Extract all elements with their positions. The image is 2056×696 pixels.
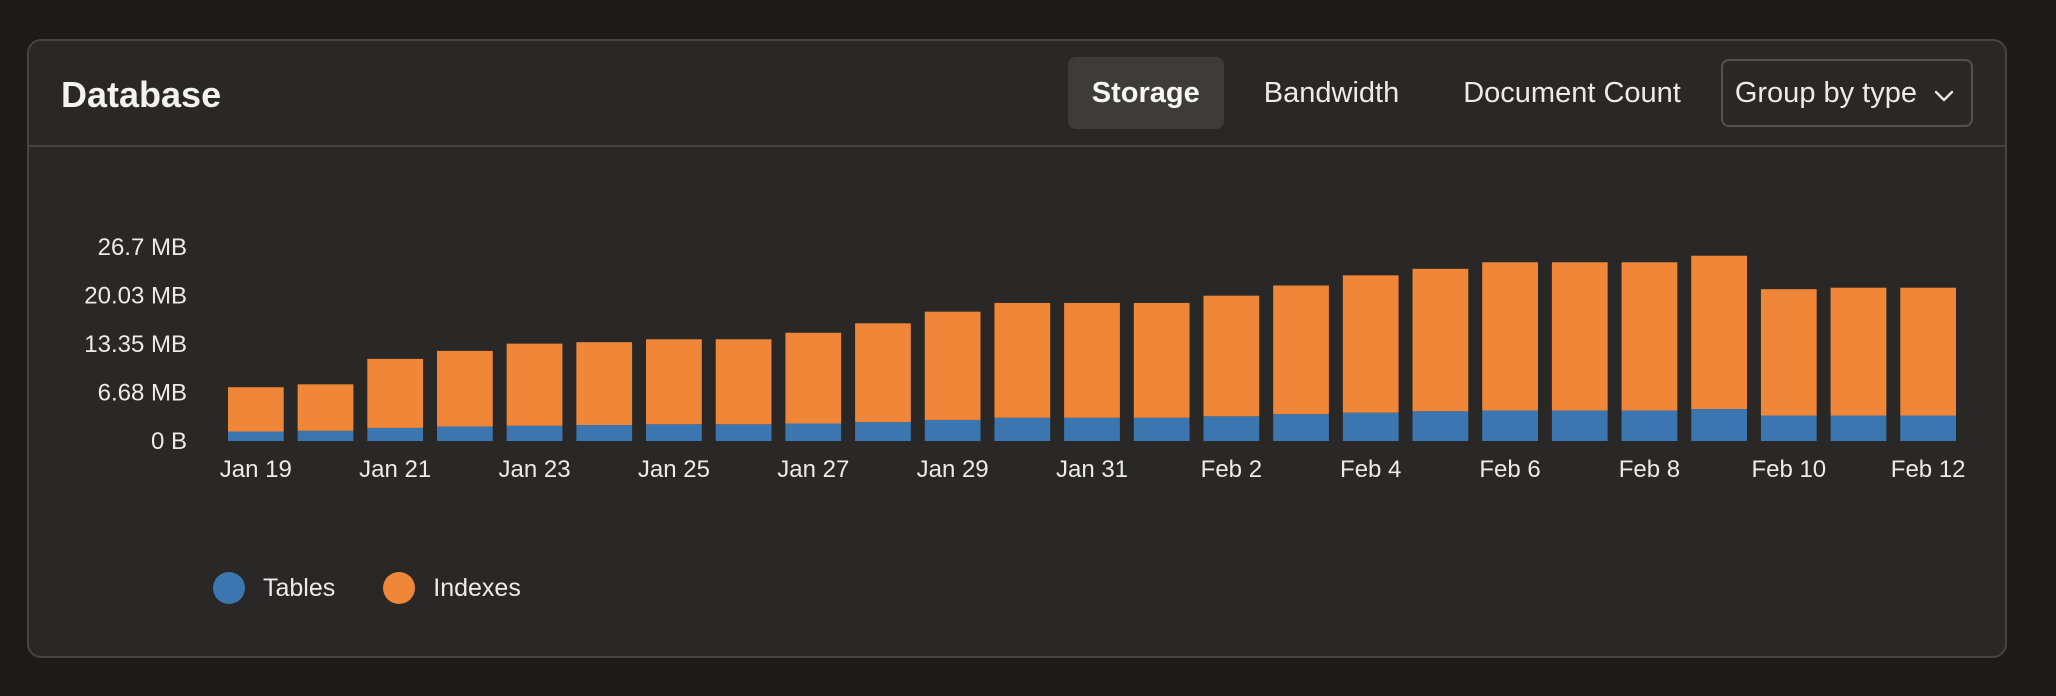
card-header: Database Storage Bandwidth Document Coun… <box>29 41 2005 147</box>
bar-tables <box>855 422 911 441</box>
legend-label: Tables <box>263 573 336 602</box>
bar-indexes <box>227 387 284 432</box>
legend-dot-indexes <box>383 572 416 604</box>
bar-tables <box>1482 410 1538 441</box>
bar-indexes <box>437 350 493 427</box>
x-tick-label: Jan 21 <box>359 456 431 483</box>
bar-indexes <box>506 343 563 426</box>
bar-indexes <box>1551 262 1608 411</box>
x-tick-label: Jan 29 <box>917 456 989 483</box>
bar-indexes <box>646 339 702 425</box>
legend-item-indexes[interactable]: Indexes <box>383 572 521 604</box>
chart-legend: Tables Indexes <box>213 572 569 604</box>
bar-indexes <box>1900 287 1957 416</box>
x-tick-label: Jan 19 <box>220 456 292 483</box>
y-tick-label: 20.03 MB <box>84 282 187 309</box>
bar-indexes <box>576 342 633 426</box>
page-title: Database <box>61 74 222 115</box>
bar-tables <box>1691 409 1747 441</box>
bar-indexes <box>1691 255 1747 410</box>
x-tick-label: Feb 10 <box>1751 456 1826 483</box>
bar-tables <box>1760 415 1817 441</box>
bar-tables <box>1551 410 1608 441</box>
bar-indexes <box>855 323 911 423</box>
bar-indexes <box>1342 275 1399 413</box>
bar-tables <box>715 424 772 441</box>
tab-bandwidth[interactable]: Bandwidth <box>1263 77 1400 109</box>
bar-indexes <box>1621 262 1678 411</box>
bar-indexes <box>1482 262 1538 411</box>
legend-dot-tables <box>213 572 245 604</box>
bar-tables <box>1342 412 1399 441</box>
y-tick-label: 13.35 MB <box>84 331 187 358</box>
group-by-select[interactable]: Group by type <box>1720 59 1973 127</box>
bar-tables <box>1133 417 1190 441</box>
bar-indexes <box>1064 302 1120 418</box>
y-tick-label: 0 B <box>151 428 187 455</box>
bar-indexes <box>367 358 424 428</box>
bar-tables <box>1621 410 1678 441</box>
bar-indexes <box>297 384 354 431</box>
bar-indexes <box>1133 302 1190 418</box>
bar-tables <box>994 417 1051 441</box>
bar-indexes <box>1412 268 1469 412</box>
x-tick-label: Jan 23 <box>499 456 571 483</box>
bar-tables <box>924 419 981 441</box>
bar-indexes <box>924 311 981 420</box>
bar-indexes <box>994 302 1051 418</box>
bar-indexes <box>715 339 772 425</box>
bar-tables <box>1900 415 1957 441</box>
group-by-label: Group by type <box>1734 76 1917 109</box>
bar-tables <box>785 423 842 441</box>
x-tick-label: Jan 27 <box>777 456 849 483</box>
y-tick-label: 6.68 MB <box>98 379 187 406</box>
bar-tables <box>1830 415 1887 441</box>
metric-tabs: Storage Bandwidth Document Count Group b… <box>1052 57 1973 129</box>
bar-tables <box>576 425 633 441</box>
x-tick-label: Feb 12 <box>1891 456 1966 483</box>
x-tick-label: Feb 2 <box>1201 456 1262 483</box>
bar-tables <box>1203 416 1260 441</box>
bar-indexes <box>1273 285 1329 415</box>
bar-tables <box>227 431 284 441</box>
bar-indexes <box>1203 295 1260 417</box>
bar-tables <box>1412 411 1469 441</box>
bar-tables <box>297 430 354 441</box>
bar-indexes <box>1830 287 1887 416</box>
bar-tables <box>1064 417 1120 441</box>
legend-label: Indexes <box>433 573 521 602</box>
bar-tables <box>646 424 702 441</box>
database-card: Database Storage Bandwidth Document Coun… <box>27 39 2007 658</box>
chevron-down-icon <box>1933 82 1955 104</box>
bar-tables <box>506 425 563 441</box>
tab-storage[interactable]: Storage <box>1067 57 1224 129</box>
y-tick-label: 26.7 MB <box>98 234 187 261</box>
x-tick-label: Jan 25 <box>638 456 710 483</box>
x-tick-label: Feb 4 <box>1340 456 1401 483</box>
x-tick-label: Feb 8 <box>1619 456 1680 483</box>
x-tick-label: Feb 6 <box>1479 456 1540 483</box>
tab-document-count[interactable]: Document Count <box>1463 77 1681 109</box>
bar-tables <box>437 426 493 441</box>
bar-tables <box>1273 414 1329 441</box>
legend-item-tables[interactable]: Tables <box>213 572 335 604</box>
x-tick-label: Jan 31 <box>1056 456 1128 483</box>
chart-area: 0 B 6.68 MB 13.35 MB 20.03 MB 26.7 MB Jan 19 J… <box>29 147 2005 656</box>
bar-tables <box>367 427 424 441</box>
storage-chart: 0 B 6.68 MB 13.35 MB 20.03 MB 26.7 MB Jan 19 J… <box>84 234 1966 483</box>
bar-indexes <box>785 332 842 424</box>
bar-indexes <box>1760 289 1817 416</box>
